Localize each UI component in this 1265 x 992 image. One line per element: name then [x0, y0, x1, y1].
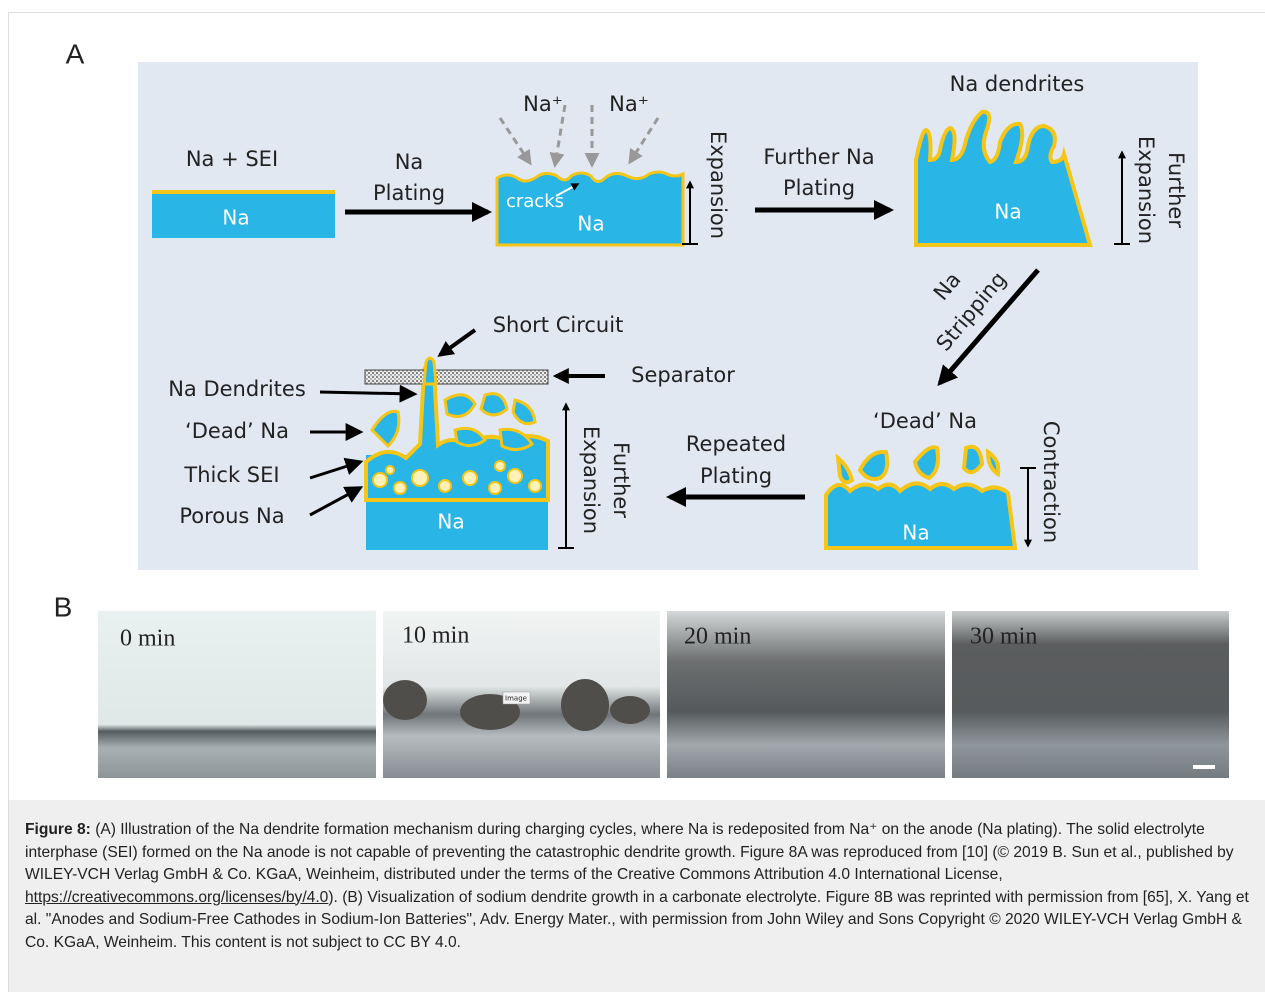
- porous-na: [495, 461, 505, 471]
- porous-na: [373, 473, 387, 487]
- arrow-label: Na: [395, 150, 424, 174]
- porous-na: [439, 480, 451, 492]
- time-label: 10 min: [402, 623, 469, 649]
- dendrite-growth: [383, 680, 427, 720]
- side-label: Contraction: [1039, 421, 1063, 543]
- porous-na: [394, 482, 406, 494]
- time-label: 20 min: [684, 624, 751, 650]
- porous-na: [463, 471, 477, 485]
- side-label: Further: [1164, 152, 1188, 228]
- pointer-label: ‘Dead’ Na: [185, 419, 289, 443]
- arrow-label: Plating: [783, 176, 855, 200]
- anode-label: Na: [222, 206, 249, 230]
- arrow-label: Plating: [700, 464, 772, 488]
- dead-na: [481, 394, 507, 415]
- pointer-arrows: [320, 392, 414, 394]
- caption-label: Figure 8:: [25, 821, 91, 838]
- side-label: Expansion: [706, 131, 730, 239]
- stage-label: ‘Dead’ Na: [873, 409, 977, 433]
- ion-label: Na⁺: [609, 92, 649, 116]
- dendrite-growth: [561, 679, 609, 731]
- arrow-label: Plating: [373, 181, 445, 205]
- pointer-label: Short Circuit: [493, 313, 624, 337]
- porous-na: [489, 482, 501, 494]
- porous-na: [529, 480, 541, 492]
- short-circuit-dendrite: [424, 358, 436, 384]
- figure: A Na + SEI Na Na Plating Na⁺ Na⁺ cracks …: [0, 0, 1265, 800]
- dead-na: [964, 447, 982, 472]
- time-label: 30 min: [970, 624, 1037, 650]
- side-label: Expansion: [1134, 136, 1158, 244]
- anode-label: Na: [437, 510, 464, 534]
- anode-label: Na: [902, 521, 929, 545]
- panel-label: A: [66, 38, 85, 69]
- time-label: 0 min: [120, 626, 175, 652]
- separator: [365, 370, 548, 384]
- panel-label: B: [54, 591, 73, 622]
- arrow-label: Repeated: [686, 432, 786, 456]
- caption-text: (A) Illustration of the Na dendrite form…: [25, 821, 1234, 883]
- scale-bar: [1193, 765, 1215, 769]
- pointer-label: Na Dendrites: [168, 377, 306, 401]
- side-label: Further: [609, 442, 633, 518]
- arrow-label: Further Na: [763, 145, 874, 169]
- pointer-label: Separator: [631, 363, 735, 387]
- stage-label: Na + SEI: [186, 147, 278, 171]
- anode-label: Na: [577, 212, 604, 236]
- sei-layer: [152, 190, 335, 194]
- ion-label: Na⁺: [523, 92, 563, 116]
- caption: Figure 8: (A) Illustration of the Na den…: [9, 800, 1265, 992]
- license-link[interactable]: https://creativecommons.org/licenses/by/…: [25, 889, 328, 906]
- pointer-label: Porous Na: [179, 504, 284, 528]
- porous-na: [412, 470, 428, 486]
- porous-na: [386, 466, 394, 474]
- anode-label: Na: [994, 200, 1021, 224]
- dendrite-growth: [610, 696, 650, 724]
- pointer-label: Thick SEI: [183, 463, 279, 487]
- side-label: Expansion: [579, 426, 603, 534]
- stage-label: Na dendrites: [950, 72, 1085, 96]
- image-tag: Image: [505, 695, 527, 703]
- porous-na: [508, 469, 522, 483]
- cracks-label: cracks: [506, 191, 564, 212]
